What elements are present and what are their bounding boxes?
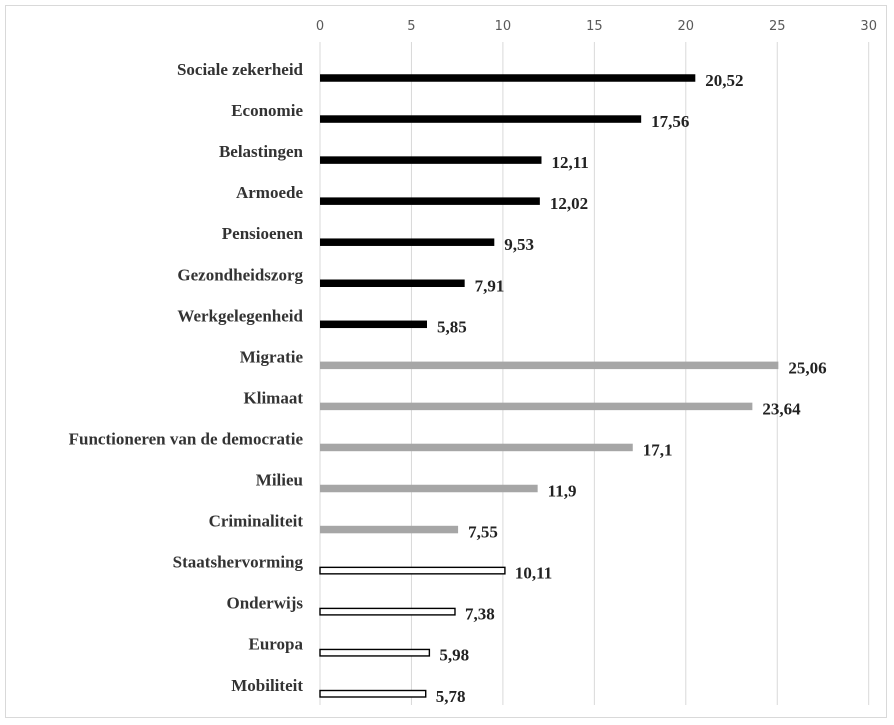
bar-black — [320, 238, 495, 246]
category-label: Pensioenen — [222, 224, 304, 243]
data-label: 20,52 — [705, 71, 743, 90]
category-label: Gezondheidszorg — [177, 265, 303, 284]
bar-black — [320, 320, 427, 329]
bar-outline — [319, 648, 431, 657]
data-label: 25,06 — [788, 358, 826, 377]
bar-black — [320, 74, 696, 82]
data-label: 7,38 — [465, 605, 495, 624]
x-tick-label: 10 — [495, 19, 512, 34]
data-label: 23,64 — [762, 399, 801, 418]
bar-gray — [320, 402, 753, 411]
bar-black — [320, 197, 540, 205]
bar-black — [320, 279, 465, 287]
data-label: 7,91 — [475, 276, 505, 295]
category-label: Europa — [249, 635, 304, 654]
bar-gray — [320, 361, 779, 370]
category-label: Staatshervorming — [173, 553, 304, 572]
x-tick-label: 15 — [586, 19, 603, 34]
data-label: 17,56 — [651, 112, 689, 131]
x-tick-label: 5 — [407, 19, 415, 34]
category-label: Criminaliteit — [209, 512, 304, 531]
category-label: Milieu — [256, 471, 303, 490]
x-tick-label: 0 — [316, 19, 324, 34]
bar-gray — [320, 484, 538, 493]
bar-gray — [320, 525, 459, 534]
x-tick-label: 30 — [860, 19, 877, 34]
category-label: Migratie — [240, 347, 304, 366]
data-label: 12,11 — [551, 153, 588, 172]
data-label: 5,85 — [437, 317, 467, 336]
category-label: Klimaat — [244, 388, 304, 407]
bar-gray — [320, 443, 633, 452]
category-label: Werkgelegenheid — [177, 306, 303, 325]
category-label: Functioneren van de democratie — [69, 429, 304, 448]
category-label: Armoede — [236, 183, 303, 202]
category-label: Sociale zekerheid — [177, 60, 304, 79]
bar-outline — [319, 689, 427, 698]
bar-black — [320, 115, 642, 123]
category-label: Belastingen — [219, 142, 304, 161]
bar-outline — [319, 566, 506, 575]
bar-black — [320, 156, 542, 164]
data-label: 10,11 — [515, 564, 552, 583]
data-label: 5,78 — [436, 687, 466, 706]
data-label: 5,98 — [439, 646, 469, 665]
data-label: 7,55 — [468, 523, 498, 542]
data-label: 17,1 — [643, 440, 673, 459]
category-label: Economie — [231, 101, 303, 120]
chart-frame — [5, 5, 887, 718]
bar-outline — [319, 607, 456, 616]
x-tick-label: 20 — [678, 19, 695, 34]
x-tick-label: 25 — [769, 19, 786, 34]
data-label: 12,02 — [550, 194, 588, 213]
category-label: Mobiliteit — [231, 676, 303, 695]
data-label: 9,53 — [504, 235, 534, 254]
data-label: 11,9 — [548, 482, 577, 501]
category-label: Onderwijs — [227, 594, 304, 613]
